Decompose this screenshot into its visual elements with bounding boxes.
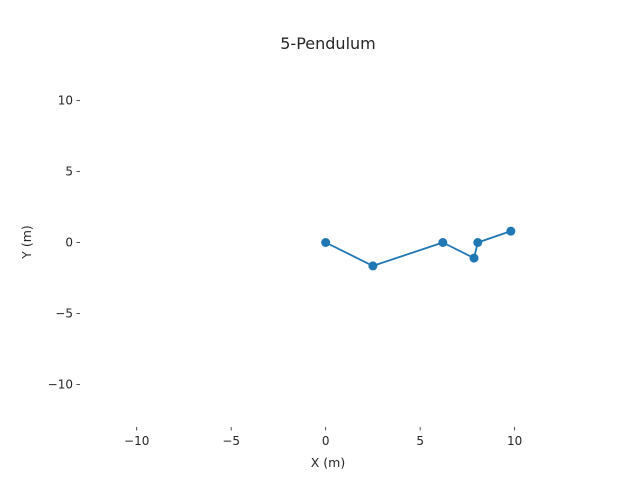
y-tick-label: 5 [65,165,73,179]
pendulum-mass-point [469,253,479,263]
pendulum-mass-point [506,226,516,236]
pendulum-mass-point [321,238,331,247]
plot-area [321,226,516,271]
x-axis-ticks: −10 −5 0 5 10 [124,427,522,448]
x-tick-label: −10 [124,434,149,448]
y-axis-ticks: −10 −5 0 5 10 [48,94,80,391]
pendulum-mass-point [368,261,378,271]
y-tick-label: 0 [65,236,73,250]
pendulum-mass-point [473,238,483,247]
y-tick-label: −10 [48,377,73,391]
x-tick-label: 10 [507,434,522,448]
y-tick-label: 10 [58,94,73,108]
pendulum-rod-line [325,230,512,267]
chart-title: 5-Pendulum [280,34,375,53]
x-tick-label: 0 [322,434,330,448]
x-tick-label: 5 [416,434,424,448]
pendulum-mass-point [438,238,448,247]
y-axis-label: Y (m) [19,225,34,260]
x-axis-label: X (m) [311,455,345,470]
x-tick-label: −5 [222,434,240,448]
y-tick-label: −5 [55,306,73,320]
